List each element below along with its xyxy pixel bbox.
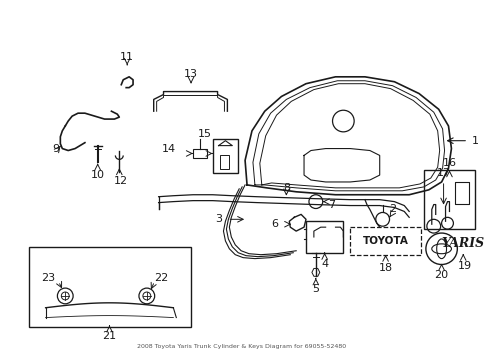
Text: 20: 20 bbox=[434, 270, 448, 280]
Text: 22: 22 bbox=[153, 273, 167, 283]
Text: 23: 23 bbox=[41, 273, 55, 283]
Text: 10: 10 bbox=[90, 170, 104, 180]
Bar bbox=[193, 149, 206, 158]
Text: 13: 13 bbox=[183, 69, 198, 79]
Text: YARIS: YARIS bbox=[441, 237, 484, 250]
Text: 16: 16 bbox=[442, 158, 455, 168]
Text: 12: 12 bbox=[114, 176, 128, 186]
Text: 6: 6 bbox=[271, 219, 278, 229]
Text: 15: 15 bbox=[197, 129, 211, 139]
Text: 19: 19 bbox=[457, 261, 471, 271]
Text: 2: 2 bbox=[389, 204, 396, 215]
Text: TOYOTA: TOYOTA bbox=[362, 236, 407, 246]
Text: 7: 7 bbox=[327, 199, 334, 210]
Text: 18: 18 bbox=[378, 262, 392, 273]
Text: 2008 Toyota Yaris Trunk Cylinder & Keys Diagram for 69055-52480: 2008 Toyota Yaris Trunk Cylinder & Keys … bbox=[137, 344, 346, 349]
Text: 4: 4 bbox=[321, 258, 327, 269]
Bar bbox=[305, 221, 343, 253]
Bar bbox=[349, 227, 420, 255]
Text: 14: 14 bbox=[162, 144, 176, 154]
Bar bbox=[212, 139, 238, 173]
Text: 17: 17 bbox=[436, 168, 450, 178]
Text: 21: 21 bbox=[102, 331, 116, 341]
Bar bbox=[29, 247, 191, 327]
Bar bbox=[454, 182, 468, 204]
Bar bbox=[423, 170, 474, 229]
Bar bbox=[219, 156, 229, 169]
Text: 1: 1 bbox=[471, 136, 478, 146]
Text: 5: 5 bbox=[312, 284, 319, 294]
Text: 9: 9 bbox=[52, 144, 59, 154]
Text: 8: 8 bbox=[282, 183, 289, 193]
Text: 11: 11 bbox=[120, 52, 134, 62]
Text: 3: 3 bbox=[215, 214, 222, 224]
Polygon shape bbox=[311, 269, 319, 276]
